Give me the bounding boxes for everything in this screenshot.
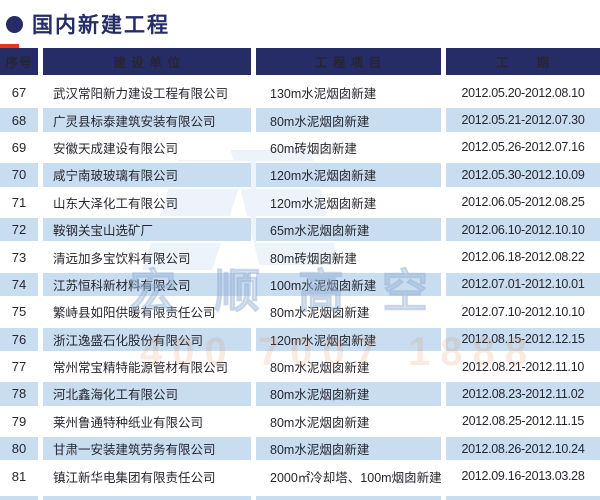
table-row: 81 镇江新华电集团有限责任公司 2000㎡冷却塔、100m烟囱新建 2012.… xyxy=(0,462,600,489)
table-row: 70 咸宁南玻玻璃有限公司 120m水泥烟囱新建 2012.05.30-2012… xyxy=(0,161,600,189)
project-name: 60m砖烟囱新建 xyxy=(270,141,357,156)
project-period: 2012.08.25-2012.11.15 xyxy=(461,414,585,429)
project-name: 80m水泥烟囱新建 xyxy=(270,415,370,430)
company-name: 广灵县标泰建筑安装有限公司 xyxy=(43,106,251,134)
table-row: 76 浙江逸盛石化股份有限公司 120m水泥烟囱新建 2012.08.15-20… xyxy=(0,325,600,353)
row-number: 77 xyxy=(11,359,27,375)
company-name: 山东大泽化工有限公司 xyxy=(53,196,179,211)
project-period: 2012.06.05-2012.08.25 xyxy=(461,195,585,210)
project-period: 2012.05.21-2012.07.30 xyxy=(446,106,600,134)
table-body: 67 武汉常阳新力建设工程有限公司 130m水泥烟囱新建 2012.05.20-… xyxy=(0,79,600,490)
partial-cell xyxy=(446,495,600,500)
table-row: 73 清远加多宝饮料有限公司 80m砖烟囱新建 2012.06.18-2012.… xyxy=(0,243,600,270)
partial-cell xyxy=(43,495,251,500)
company-name: 莱州鲁通特种纸业有限公司 xyxy=(53,415,204,430)
project-name: 80m水泥烟囱新建 xyxy=(256,380,441,408)
company-name: 河北鑫海化工有限公司 xyxy=(43,380,251,408)
bullet-icon xyxy=(6,15,23,33)
header-company: 建 设 单 位 xyxy=(43,48,251,75)
header-project: 工 程 项 目 xyxy=(256,48,441,75)
company-name: 咸宁南玻玻璃有限公司 xyxy=(43,161,251,189)
project-name: 120m水泥烟囱新建 xyxy=(270,196,377,211)
table-row: 68 广灵县标泰建筑安装有限公司 80m水泥烟囱新建 2012.05.21-20… xyxy=(0,106,600,134)
header-period: 工 期 xyxy=(446,48,600,75)
table-row: 74 江苏恒科新材料有限公司 100m水泥烟囱新建 2012.07.01-201… xyxy=(0,270,600,299)
partial-next-row xyxy=(0,495,600,500)
project-name: 65m水泥烟囱新建 xyxy=(256,215,441,244)
projects-table: 序号 建 设 单 位 工 程 项 目 工 期 67 武汉常阳新力建设工程有限公司… xyxy=(0,48,600,500)
row-number: 71 xyxy=(11,194,27,210)
header-no: 序号 xyxy=(0,48,38,75)
table-row: 78 河北鑫海化工有限公司 80m水泥烟囱新建 2012.08.23-2012.… xyxy=(0,380,600,408)
company-name: 武汉常阳新力建设工程有限公司 xyxy=(53,87,229,102)
row-number: 68 xyxy=(0,106,38,134)
row-number: 72 xyxy=(0,215,38,244)
partial-cell xyxy=(0,495,38,500)
row-number: 81 xyxy=(11,468,27,484)
row-number: 70 xyxy=(0,161,38,189)
page-title-text: 国内新建工程 xyxy=(32,14,170,37)
table-row: 75 繁峙县如阳供暖有限责任公司 80m水泥烟囱新建 2012.07.10-20… xyxy=(0,298,600,325)
project-period: 2012.05.30-2012.10.09 xyxy=(446,161,600,189)
project-period: 2012.08.26-2012.10.24 xyxy=(446,435,600,463)
project-period: 2012.08.21-2012.11.10 xyxy=(461,359,585,374)
project-period: 2012.08.15-2012.12.15 xyxy=(446,325,600,353)
partial-cell xyxy=(256,495,441,500)
project-period: 2012.07.10-2012.10.10 xyxy=(461,304,585,319)
row-number: 74 xyxy=(0,270,38,299)
project-name: 130m水泥烟囱新建 xyxy=(270,87,377,102)
company-name: 清远加多宝饮料有限公司 xyxy=(53,251,191,266)
project-name: 80m砖烟囱新建 xyxy=(270,251,357,266)
project-period: 2012.09.16-2013.03.28 xyxy=(461,469,585,484)
company-name: 甘肃一安装建筑劳务有限公司 xyxy=(43,435,251,463)
company-name: 鞍钢关宝山选矿厂 xyxy=(43,215,251,244)
project-name: 80m水泥烟囱新建 xyxy=(256,106,441,134)
row-number: 67 xyxy=(11,85,27,101)
company-name: 常州常宝精特能源管材有限公司 xyxy=(53,361,229,376)
company-name: 江苏恒科新材料有限公司 xyxy=(43,270,251,299)
project-period: 2012.06.10-2012.10.10 xyxy=(446,215,600,244)
row-number: 80 xyxy=(0,435,38,463)
project-period: 2012.08.23-2012.11.02 xyxy=(446,380,600,408)
project-name: 80m水泥烟囱新建 xyxy=(270,306,370,321)
row-number: 79 xyxy=(11,413,27,429)
table-header-row: 序号 建 设 单 位 工 程 项 目 工 期 xyxy=(0,48,600,75)
project-period: 2012.05.20-2012.08.10 xyxy=(461,85,585,100)
table-row: 72 鞍钢关宝山选矿厂 65m水泥烟囱新建 2012.06.10-2012.10… xyxy=(0,215,600,244)
row-number: 69 xyxy=(11,139,27,155)
table-row: 80 甘肃一安装建筑劳务有限公司 80m水泥烟囱新建 2012.08.26-20… xyxy=(0,435,600,463)
project-period: 2012.05.26-2012.07.16 xyxy=(461,140,585,155)
project-name: 120m水泥烟囱新建 xyxy=(256,325,441,353)
row-number: 76 xyxy=(0,325,38,353)
company-name: 镇江新华电集团有限责任公司 xyxy=(53,470,216,485)
page-title: 国内新建工程 xyxy=(6,9,170,39)
table-row: 79 莱州鲁通特种纸业有限公司 80m水泥烟囱新建 2012.08.25-201… xyxy=(0,408,600,435)
project-name: 2000㎡冷却塔、100m烟囱新建 xyxy=(270,470,441,485)
row-number: 73 xyxy=(11,249,27,265)
table-row: 67 武汉常阳新力建设工程有限公司 130m水泥烟囱新建 2012.05.20-… xyxy=(0,79,600,106)
project-period: 2012.07.01-2012.10.01 xyxy=(446,270,600,299)
row-number: 78 xyxy=(0,380,38,408)
project-name: 80m水泥烟囱新建 xyxy=(256,435,441,463)
table-row: 71 山东大泽化工有限公司 120m水泥烟囱新建 2012.06.05-2012… xyxy=(0,189,600,216)
company-name: 繁峙县如阳供暖有限责任公司 xyxy=(53,306,216,321)
project-period: 2012.06.18-2012.08.22 xyxy=(461,250,585,265)
project-name: 120m水泥烟囱新建 xyxy=(256,161,441,189)
table-row: 77 常州常宝精特能源管材有限公司 80m水泥烟囱新建 2012.08.21-2… xyxy=(0,353,600,380)
project-name: 100m水泥烟囱新建 xyxy=(256,270,441,299)
table-row: 69 安徽天成建设有限公司 60m砖烟囱新建 2012.05.26-2012.0… xyxy=(0,134,600,161)
project-name: 80m水泥烟囱新建 xyxy=(270,361,370,376)
row-number: 75 xyxy=(11,304,27,320)
company-name: 安徽天成建设有限公司 xyxy=(53,141,179,156)
red-underline xyxy=(0,44,19,48)
company-name: 浙江逸盛石化股份有限公司 xyxy=(43,325,251,353)
